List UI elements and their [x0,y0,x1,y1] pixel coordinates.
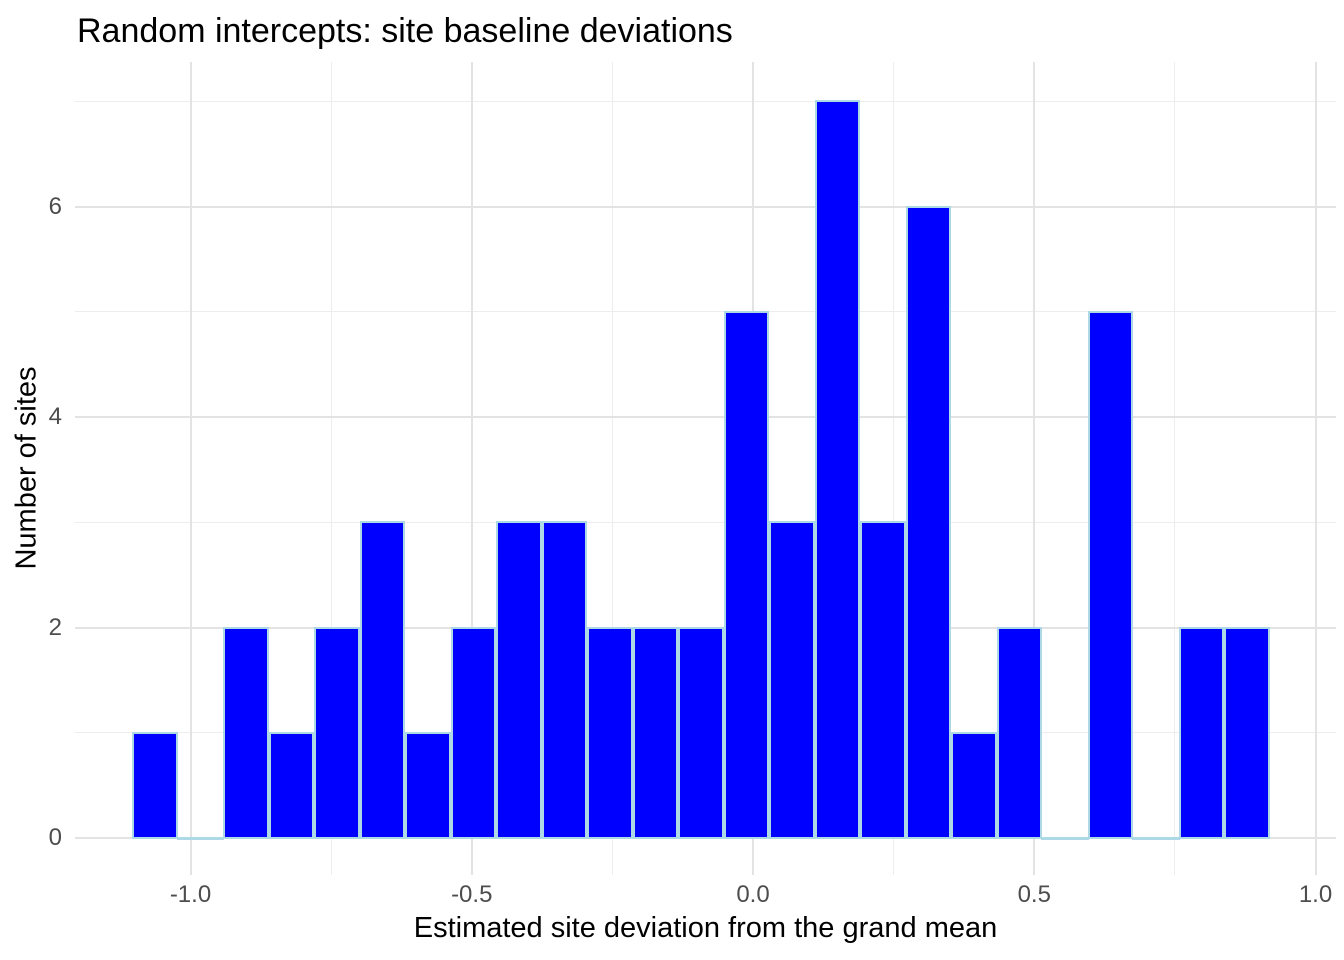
histogram-bar [951,731,997,839]
y-tick-label: 4 [48,403,62,430]
histogram-bar [814,100,861,839]
h-gridline-minor [75,100,1336,102]
h-gridline-major [75,416,1336,418]
histogram-bar [223,626,269,839]
v-gridline-major [1314,62,1317,875]
x-axis-title: Estimated site deviation from the grand … [413,912,998,944]
h-gridline-major [75,205,1336,208]
v-gridline-minor [893,62,895,875]
histogram-bar [723,310,770,839]
x-tick-label: 0.5 [1017,881,1051,908]
histogram-bar [132,731,178,839]
histogram-bar [359,521,406,839]
y-tick-label: 0 [48,824,62,851]
y-axis-title: Number of sites [10,366,43,570]
histogram-bar [268,731,315,839]
h-gridline-minor [75,521,1336,523]
histogram-zero-bin-outline [1041,837,1089,840]
v-gridline-major [1033,62,1036,875]
histogram-bar [541,521,588,839]
histogram-bar [314,626,360,839]
histogram-bar [1087,310,1134,839]
histogram-bar [587,626,633,839]
histogram-bar [1178,626,1225,839]
x-tick-label: -1.0 [169,881,212,908]
v-gridline-major [470,62,473,875]
v-gridline-minor [330,62,332,875]
y-tick-label: 2 [48,613,62,641]
y-tick-label: 6 [48,192,62,220]
histogram-bar [860,521,906,839]
histogram-bar [769,521,815,839]
histogram-bar [678,626,724,839]
histogram-bar [996,626,1043,839]
chart-title: Random intercepts: site baseline deviati… [77,12,733,50]
histogram-bar [632,626,679,839]
h-gridline-minor [75,311,1336,313]
histogram-bar [1224,626,1270,839]
histogram-bar [405,731,451,839]
v-gridline-minor [1174,62,1176,875]
histogram-zero-bin-outline [1132,837,1180,840]
x-tick-label: 1.0 [1298,881,1333,908]
histogram-bar [450,626,497,839]
x-tick-label: 0.0 [736,881,770,908]
x-tick-label: -0.5 [451,881,493,908]
v-gridline-minor [611,62,613,875]
v-gridline-major [189,62,192,875]
histogram-bar [496,521,542,839]
histogram-bar [905,205,952,839]
histogram-zero-bin-outline [176,837,224,840]
